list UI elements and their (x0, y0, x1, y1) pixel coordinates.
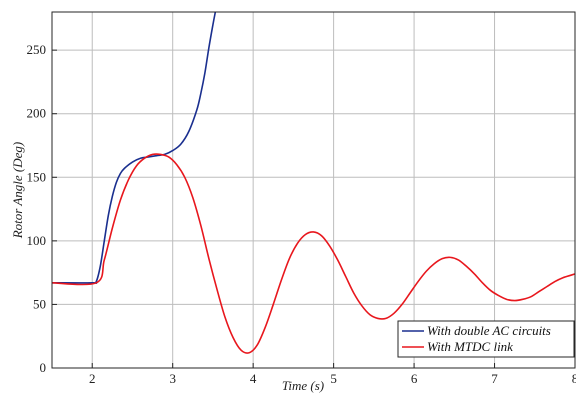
tick-layer: 2 3 4 5 6 7 8 0 50 100 150 200 250 (27, 42, 576, 386)
series-line-mtdc (52, 153, 575, 354)
x-tick-label: 4 (250, 371, 257, 386)
y-tick-label: 250 (27, 42, 47, 57)
legend-label-double-ac: With double AC circuits (427, 323, 551, 338)
y-axis-label: Rotor Angle (Deg) (10, 142, 25, 240)
legend-label-mtdc: With MTDC link (427, 339, 513, 354)
grid-layer (52, 12, 575, 368)
legend: With double AC circuits With MTDC link (397, 320, 575, 358)
y-tick-label: 50 (33, 296, 46, 311)
x-tick-label: 7 (491, 371, 498, 386)
series-layer (52, 12, 575, 354)
x-tick-label: 2 (89, 371, 96, 386)
x-tick-label: 3 (169, 371, 176, 386)
x-tick-label: 6 (411, 371, 418, 386)
x-axis-label: Time (s) (282, 378, 324, 393)
x-tick-label: 8 (572, 371, 576, 386)
y-tick-label: 200 (27, 106, 47, 121)
x-tick-label: 5 (330, 371, 337, 386)
y-tick-label: 100 (27, 233, 47, 248)
plot-frame (51, 11, 576, 369)
legend-box (397, 320, 575, 358)
y-tick-label: 150 (27, 169, 47, 184)
y-tick-label: 0 (40, 360, 47, 375)
series-line-double-ac (52, 12, 217, 284)
